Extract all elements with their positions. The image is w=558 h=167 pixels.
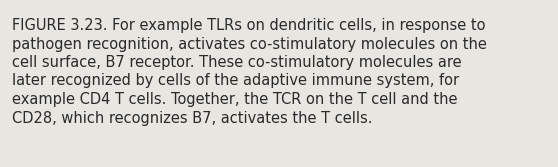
Text: cell surface, B7 receptor. These co-stimulatory molecules are: cell surface, B7 receptor. These co-stim…: [12, 55, 461, 70]
Text: example CD4 T cells. Together, the TCR on the T cell and the: example CD4 T cells. Together, the TCR o…: [12, 92, 458, 107]
Text: FIGURE 3.23. For example TLRs on dendritic cells, in response to: FIGURE 3.23. For example TLRs on dendrit…: [12, 18, 485, 33]
Text: CD28, which recognizes B7, activates the T cells.: CD28, which recognizes B7, activates the…: [12, 111, 373, 125]
Text: later recognized by cells of the adaptive immune system, for: later recognized by cells of the adaptiv…: [12, 73, 459, 89]
Text: pathogen recognition, activates co-stimulatory molecules on the: pathogen recognition, activates co-stimu…: [12, 37, 487, 51]
